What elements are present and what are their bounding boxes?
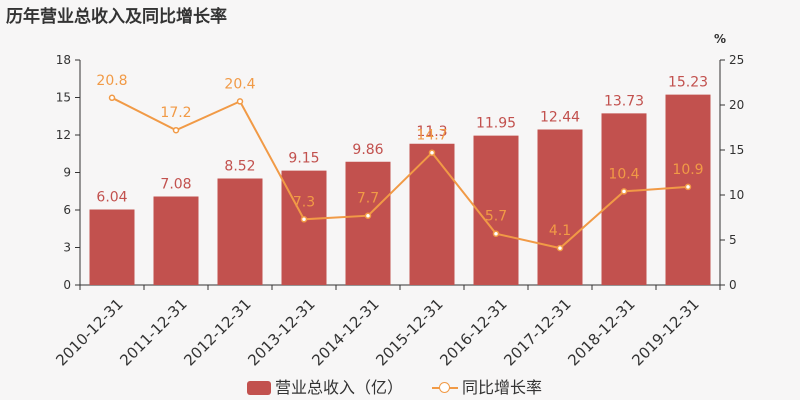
- y-right-tick-label: 5: [729, 233, 737, 247]
- y-right-tick-label: 0: [729, 278, 737, 292]
- line-data-label: 4.1: [549, 223, 571, 239]
- x-tick-label: 2017-12-31: [500, 295, 574, 369]
- bar-data-label: 12.44: [540, 110, 580, 126]
- y-left-tick-label: 12: [56, 128, 71, 142]
- bar-data-label: 9.15: [288, 151, 319, 167]
- legend-growth-label: 同比增长率: [462, 378, 543, 397]
- y-left-tick-label: 0: [63, 278, 71, 292]
- line-data-label: 17.2: [160, 105, 191, 121]
- line-point: [684, 183, 692, 191]
- y-right-tick-label: 25: [729, 53, 744, 67]
- line-data-label: 20.4: [224, 76, 255, 92]
- x-tick-label: 2018-12-31: [564, 295, 638, 369]
- line-point: [492, 230, 500, 237]
- line-point: [172, 126, 180, 134]
- bar-data-label: 6.04: [96, 190, 127, 206]
- bar-data-label: 13.73: [604, 93, 644, 109]
- bar-data-label: 9.86: [352, 142, 383, 158]
- bar: [345, 161, 391, 285]
- y-right-tick-label: 15: [729, 143, 744, 157]
- line-data-label: 7.7: [357, 191, 379, 207]
- x-tick-label: 2011-12-31: [116, 295, 190, 369]
- x-tick-label: 2014-12-31: [308, 295, 382, 369]
- bar: [153, 196, 199, 285]
- bar-data-label: 11.95: [476, 116, 516, 132]
- y-right-tick-label: 20: [729, 98, 744, 112]
- bar: [217, 178, 263, 285]
- legend: 营业总收入（亿） 同比增长率: [0, 372, 800, 398]
- y-left-tick-label: 15: [56, 91, 71, 105]
- bar-data-label: 15.23: [668, 75, 708, 91]
- line-circle-icon: [432, 381, 458, 395]
- legend-revenue-label: 营业总收入（亿）: [275, 378, 404, 397]
- x-tick-label: 2012-12-31: [180, 295, 254, 369]
- line-point: [364, 212, 372, 219]
- line-data-label: 10.4: [608, 166, 639, 182]
- line-data-label: 5.7: [485, 209, 507, 225]
- bar: [537, 129, 583, 285]
- bar: [89, 209, 135, 285]
- line-data-label: 10.9: [672, 162, 703, 178]
- bar-data-label: 11.3: [416, 124, 447, 140]
- legend-item-revenue[interactable]: 营业总收入（亿）: [247, 374, 403, 398]
- x-tick-label: 2015-12-31: [372, 295, 446, 369]
- line-point: [108, 94, 116, 102]
- bar: [473, 135, 519, 285]
- line-data-label: 14.7: [416, 128, 447, 144]
- legend-item-growth[interactable]: 同比增长率: [432, 374, 542, 398]
- bar: [601, 113, 647, 285]
- bar-data-label: 8.52: [224, 159, 255, 175]
- y-right-tick-label: 10: [729, 188, 744, 202]
- line-point: [428, 149, 436, 156]
- bar-swatch-icon: [247, 381, 271, 395]
- y-left-tick-label: 3: [63, 241, 71, 255]
- x-tick-label: 2013-12-31: [244, 295, 318, 369]
- bar: [409, 143, 455, 285]
- line-point: [236, 98, 244, 105]
- bar-data-label: 7.08: [160, 177, 191, 193]
- chart-title: 历年营业总收入及同比增长率: [6, 7, 227, 27]
- bar: [281, 170, 327, 285]
- y-left-tick-label: 18: [56, 53, 71, 67]
- y-left-tick-label: 9: [63, 166, 71, 180]
- line-point: [556, 244, 564, 252]
- line-data-label: 20.8: [96, 73, 127, 89]
- x-tick-label: 2019-12-31: [628, 295, 702, 369]
- x-tick-label: 2010-12-31: [52, 295, 126, 369]
- line-point: [300, 216, 308, 223]
- line-data-label: 7.3: [293, 194, 315, 210]
- y-right-unit-label: %: [714, 32, 726, 46]
- growth-line: [111, 96, 689, 250]
- y-left-tick-label: 6: [63, 203, 71, 217]
- line-point: [620, 188, 628, 195]
- x-tick-label: 2016-12-31: [436, 295, 510, 369]
